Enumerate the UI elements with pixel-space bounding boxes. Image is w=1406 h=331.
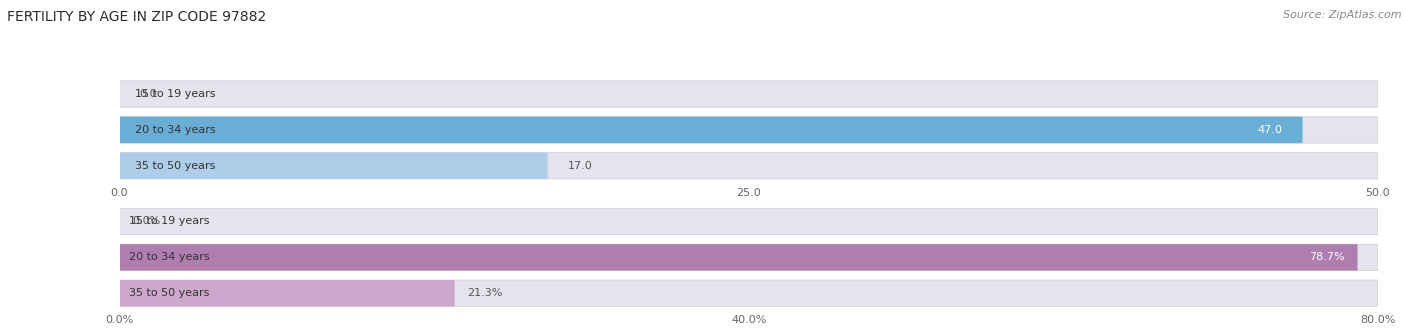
Text: 47.0: 47.0 — [1257, 125, 1282, 135]
Text: 21.3%: 21.3% — [467, 288, 502, 298]
FancyBboxPatch shape — [120, 280, 454, 307]
Text: 35 to 50 years: 35 to 50 years — [135, 161, 215, 171]
Text: 20 to 34 years: 20 to 34 years — [129, 252, 209, 262]
FancyBboxPatch shape — [120, 244, 1378, 270]
FancyBboxPatch shape — [120, 153, 1378, 179]
Text: 0.0: 0.0 — [139, 89, 157, 99]
Text: 15 to 19 years: 15 to 19 years — [135, 89, 215, 99]
FancyBboxPatch shape — [120, 153, 547, 179]
FancyBboxPatch shape — [120, 280, 1378, 307]
Text: 35 to 50 years: 35 to 50 years — [129, 288, 209, 298]
Text: 17.0: 17.0 — [568, 161, 592, 171]
Text: 15 to 19 years: 15 to 19 years — [129, 216, 209, 226]
Text: 78.7%: 78.7% — [1309, 252, 1346, 262]
FancyBboxPatch shape — [120, 117, 1302, 143]
Text: 20 to 34 years: 20 to 34 years — [135, 125, 215, 135]
FancyBboxPatch shape — [120, 208, 1378, 235]
FancyBboxPatch shape — [120, 117, 1378, 143]
FancyBboxPatch shape — [120, 244, 1358, 270]
Text: Source: ZipAtlas.com: Source: ZipAtlas.com — [1284, 10, 1402, 20]
Text: FERTILITY BY AGE IN ZIP CODE 97882: FERTILITY BY AGE IN ZIP CODE 97882 — [7, 10, 266, 24]
Text: 0.0%: 0.0% — [132, 216, 160, 226]
FancyBboxPatch shape — [120, 81, 1378, 107]
